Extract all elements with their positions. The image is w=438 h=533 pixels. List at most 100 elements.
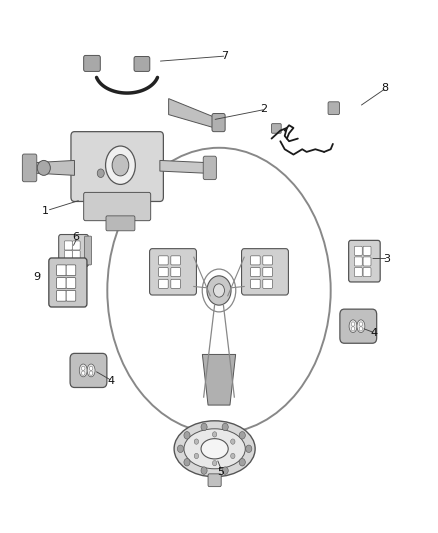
Circle shape	[359, 327, 363, 331]
Ellipse shape	[207, 276, 231, 305]
FancyBboxPatch shape	[171, 268, 180, 277]
Text: 6: 6	[72, 232, 79, 242]
Text: 5: 5	[217, 467, 224, 477]
FancyBboxPatch shape	[57, 278, 66, 288]
FancyBboxPatch shape	[64, 251, 72, 260]
FancyBboxPatch shape	[208, 474, 221, 487]
Text: 8: 8	[381, 83, 388, 93]
FancyBboxPatch shape	[251, 256, 260, 265]
Circle shape	[194, 439, 198, 445]
Ellipse shape	[23, 162, 28, 174]
Text: 9: 9	[33, 272, 40, 282]
Circle shape	[222, 423, 228, 431]
FancyBboxPatch shape	[363, 268, 371, 277]
FancyBboxPatch shape	[66, 290, 76, 301]
Circle shape	[231, 439, 235, 445]
FancyBboxPatch shape	[212, 114, 225, 132]
Ellipse shape	[205, 163, 209, 173]
Ellipse shape	[349, 320, 357, 333]
FancyBboxPatch shape	[72, 251, 80, 260]
Circle shape	[239, 458, 245, 466]
FancyBboxPatch shape	[72, 241, 80, 250]
FancyBboxPatch shape	[159, 268, 168, 277]
Circle shape	[231, 453, 235, 458]
Text: 7: 7	[221, 51, 228, 61]
Circle shape	[184, 432, 190, 439]
FancyBboxPatch shape	[203, 156, 216, 180]
FancyBboxPatch shape	[354, 246, 362, 255]
Circle shape	[239, 432, 245, 439]
FancyBboxPatch shape	[354, 257, 362, 266]
Circle shape	[201, 423, 207, 431]
Ellipse shape	[357, 320, 365, 333]
FancyBboxPatch shape	[57, 265, 66, 276]
FancyBboxPatch shape	[171, 256, 180, 265]
Ellipse shape	[184, 429, 245, 469]
Ellipse shape	[112, 155, 129, 176]
FancyBboxPatch shape	[84, 192, 151, 221]
Ellipse shape	[87, 364, 95, 377]
Circle shape	[212, 432, 217, 437]
FancyBboxPatch shape	[328, 102, 339, 115]
Ellipse shape	[106, 146, 135, 184]
Circle shape	[194, 453, 198, 458]
Circle shape	[81, 366, 85, 370]
FancyBboxPatch shape	[64, 241, 72, 250]
Polygon shape	[160, 160, 206, 173]
FancyBboxPatch shape	[263, 256, 272, 265]
FancyBboxPatch shape	[159, 256, 168, 265]
Circle shape	[89, 366, 93, 370]
FancyBboxPatch shape	[363, 257, 371, 266]
FancyBboxPatch shape	[159, 279, 168, 288]
Circle shape	[89, 371, 93, 375]
FancyBboxPatch shape	[66, 278, 76, 288]
FancyBboxPatch shape	[85, 236, 92, 265]
Circle shape	[201, 467, 207, 474]
FancyBboxPatch shape	[149, 248, 196, 295]
Circle shape	[359, 322, 363, 326]
Circle shape	[97, 169, 104, 177]
Text: 4: 4	[107, 376, 114, 386]
FancyBboxPatch shape	[57, 290, 66, 301]
Circle shape	[222, 467, 228, 474]
FancyBboxPatch shape	[272, 124, 281, 133]
FancyBboxPatch shape	[66, 265, 76, 276]
FancyBboxPatch shape	[263, 268, 272, 277]
Polygon shape	[26, 160, 74, 175]
Ellipse shape	[214, 284, 224, 297]
FancyBboxPatch shape	[340, 309, 377, 343]
FancyBboxPatch shape	[354, 268, 362, 277]
Ellipse shape	[174, 421, 255, 477]
FancyBboxPatch shape	[70, 353, 107, 387]
FancyBboxPatch shape	[22, 154, 37, 182]
FancyBboxPatch shape	[134, 56, 150, 71]
FancyBboxPatch shape	[59, 235, 88, 266]
Circle shape	[351, 327, 355, 331]
Circle shape	[184, 458, 190, 466]
FancyBboxPatch shape	[349, 240, 380, 282]
Text: 2: 2	[261, 104, 268, 114]
FancyBboxPatch shape	[263, 279, 272, 288]
Circle shape	[351, 322, 355, 326]
FancyBboxPatch shape	[71, 132, 163, 201]
FancyBboxPatch shape	[251, 279, 260, 288]
Polygon shape	[202, 354, 236, 405]
Circle shape	[246, 445, 252, 453]
Text: 3: 3	[383, 254, 390, 263]
FancyBboxPatch shape	[363, 246, 371, 255]
Ellipse shape	[201, 439, 228, 459]
FancyBboxPatch shape	[84, 55, 100, 71]
Circle shape	[177, 445, 184, 453]
Circle shape	[212, 461, 217, 466]
FancyBboxPatch shape	[106, 216, 135, 231]
Polygon shape	[169, 99, 215, 128]
FancyBboxPatch shape	[49, 258, 87, 307]
Circle shape	[81, 371, 85, 375]
Text: 1: 1	[42, 206, 49, 215]
FancyBboxPatch shape	[251, 268, 260, 277]
Text: 4: 4	[370, 328, 377, 338]
Ellipse shape	[37, 160, 50, 175]
FancyBboxPatch shape	[171, 279, 180, 288]
Ellipse shape	[79, 364, 87, 377]
FancyBboxPatch shape	[242, 248, 288, 295]
